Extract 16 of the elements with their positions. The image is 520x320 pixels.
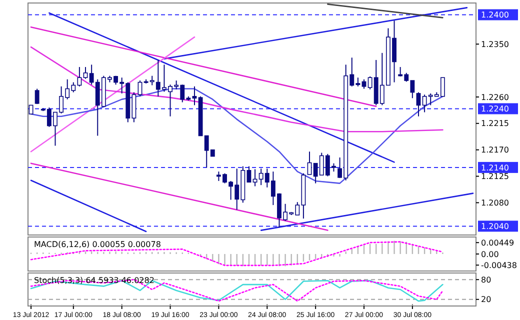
y-tick-label: 1.2125 [481,172,509,182]
y-tick-label: 1.2350 [481,40,509,49]
y-tick-label: 1.2215 [481,119,509,128]
y-tick-label: 0.00449 [481,238,514,248]
y-tick-label: -0.00438 [481,260,517,270]
y-tick-label: 1.2080 [481,198,509,208]
y-tick-label: 1.2170 [481,146,509,155]
chart-title: MACD(6,12,6) 0.00055 0.00078 [34,240,161,249]
y-tick-label: 1.2260 [481,92,509,102]
ref-line-label: 1.2400 [481,10,509,20]
y-tick-label: 0.00 [481,250,499,259]
ref-line-label: 1.2140 [481,163,509,172]
y-tick-label: 80 [481,275,492,284]
ref-line-label: 1.2240 [481,104,509,114]
ref-line-label: 1.2040 [481,222,509,231]
y-tick-label: 20 [481,295,492,304]
